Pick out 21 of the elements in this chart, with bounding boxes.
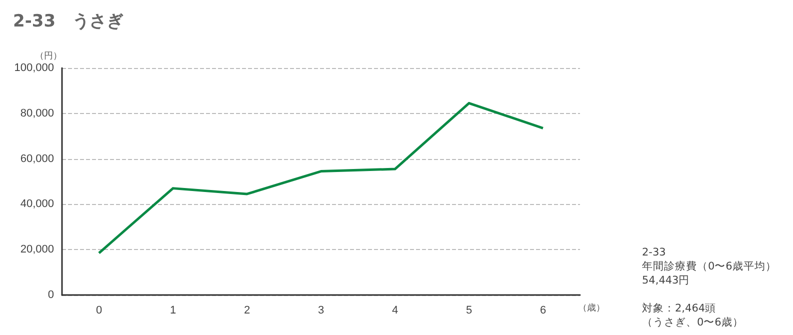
line-series — [98, 102, 544, 254]
x-tick-label: 6 — [540, 304, 546, 316]
y-tick-label: 40,000 — [20, 198, 54, 210]
text: 対象：2,464頭 — [642, 302, 716, 314]
y-axis-title: （円） — [35, 50, 62, 60]
y-tick-label: 60,000 — [20, 152, 54, 165]
text: 54,443円 — [642, 274, 690, 286]
y-tick-label: 100,000 — [14, 62, 54, 74]
y-tick-label: 20,000 — [20, 244, 54, 256]
text: 2-33 — [642, 246, 666, 258]
x-axis-title: （歳） — [578, 302, 605, 312]
y-tick-label: 80,000 — [20, 107, 54, 120]
text: 年間診療費（0〜6歳平均） — [642, 260, 776, 272]
x-tick-label: 4 — [392, 304, 398, 316]
x-tick-label: 0 — [96, 304, 102, 316]
chart-title: 2-33 うさぎ — [13, 12, 124, 32]
x-tick-label: 1 — [170, 304, 176, 316]
x-tick-label: 2 — [244, 304, 250, 316]
y-tick-label: 0 — [48, 289, 54, 301]
x-tick-label: 3 — [318, 304, 324, 316]
x-tick-label: 5 — [466, 304, 472, 316]
